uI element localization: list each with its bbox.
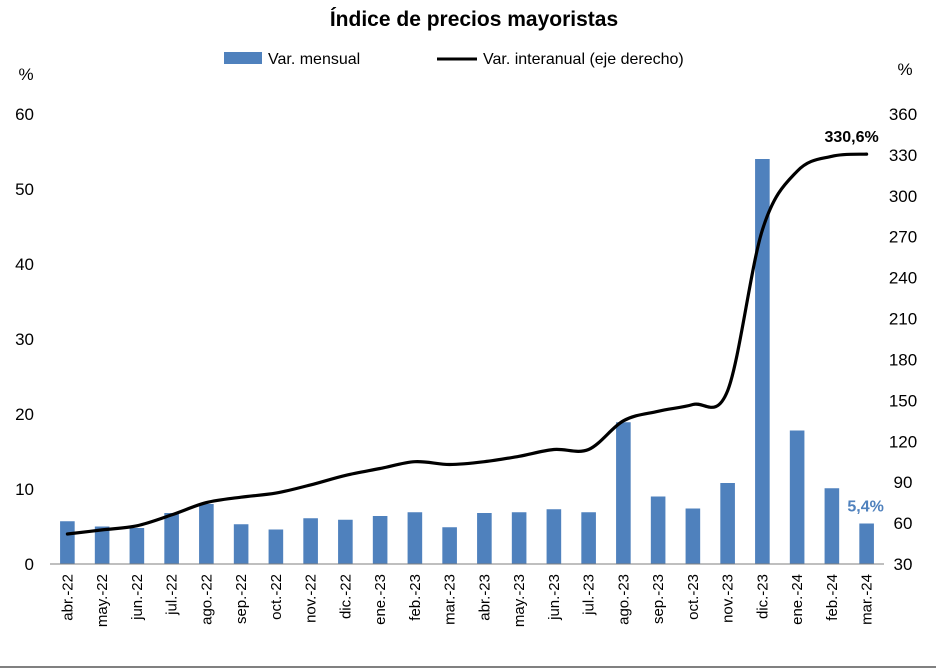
x-tick-label: oct.-23 [685, 574, 702, 620]
line-series [65, 152, 869, 536]
x-tick-label: mar.-24 [859, 574, 876, 625]
bar [129, 528, 145, 564]
bar [685, 508, 701, 564]
bar [581, 512, 596, 564]
left-tick-label: 0 [25, 555, 34, 574]
left-tick-label: 50 [15, 180, 34, 199]
x-tick-label: feb.-24 [824, 574, 841, 621]
x-tick-label: jul.-22 [164, 574, 181, 616]
bar [546, 509, 562, 564]
bar [338, 519, 353, 564]
right-tick-label: 150 [889, 391, 917, 410]
x-axis-ticks: abr.-22 may.-22 jun.-22 jul.-22 ago.-22 sep.-… [59, 574, 875, 627]
bar [233, 524, 249, 564]
right-tick-label: 360 [889, 105, 917, 124]
right-tick-label: 240 [889, 269, 917, 288]
right-tick-label: 330 [889, 146, 917, 165]
left-tick-label: 20 [15, 405, 34, 424]
x-tick-label: jul.-23 [581, 574, 598, 616]
x-tick-label: abr.-23 [476, 574, 493, 621]
right-tick-label: 180 [889, 350, 917, 369]
right-tick-label: 30 [894, 555, 913, 574]
bar [94, 526, 110, 564]
bar [199, 504, 214, 564]
legend: Var. mensual Var. interanual (eje derech… [224, 51, 684, 68]
bar [268, 529, 284, 564]
bar [616, 422, 631, 564]
bar [650, 496, 666, 564]
x-tick-label: ene.-24 [789, 574, 806, 625]
left-axis-ticks: 0 10 20 30 40 50 60 [15, 105, 34, 574]
right-tick-label: 60 [894, 514, 913, 533]
bar [303, 518, 318, 564]
x-tick-label: feb.-23 [407, 574, 424, 621]
x-tick-label: nov.-22 [303, 574, 320, 623]
x-tick-label: dic.-22 [337, 574, 354, 619]
right-tick-label: 90 [894, 473, 913, 492]
right-axis-ticks: 30 60 90 120 150 180 210 240 270 300 330 360 [889, 105, 917, 574]
bar-end-label: 5,4% [847, 499, 883, 516]
x-tick-label: nov.-23 [720, 574, 737, 623]
bar [859, 523, 874, 564]
x-tick-label: mar.-23 [442, 574, 459, 625]
x-tick-label: may.-22 [94, 574, 111, 627]
left-tick-label: 30 [15, 330, 34, 349]
chart-title: Índice de precios mayoristas [330, 8, 618, 31]
x-tick-label: may.-23 [511, 574, 528, 627]
left-tick-label: 10 [15, 480, 34, 499]
legend-label-bars: Var. mensual [268, 51, 360, 68]
x-tick-label: jun.-23 [546, 574, 563, 621]
x-tick-label: jun.-22 [129, 574, 146, 621]
x-tick-label: ene.-23 [372, 574, 389, 625]
annotations: 330,6% 5,4% [824, 129, 883, 515]
right-axis-unit: % [897, 60, 912, 79]
x-tick-label: oct.-22 [268, 574, 285, 620]
right-tick-label: 120 [889, 432, 917, 451]
right-tick-label: 210 [889, 310, 917, 329]
x-tick-label: sep.-23 [650, 574, 667, 624]
x-tick-label: ago.-23 [615, 574, 632, 625]
right-tick-label: 270 [889, 228, 917, 247]
bar [824, 488, 840, 564]
left-tick-label: 60 [15, 105, 34, 124]
bar [442, 527, 457, 564]
bar [789, 430, 805, 564]
legend-swatch-bars [224, 52, 262, 64]
left-axis-unit: % [18, 65, 33, 84]
legend-label-line: Var. interanual (eje derecho) [483, 51, 684, 68]
left-tick-label: 40 [15, 255, 34, 274]
right-tick-label: 300 [889, 187, 917, 206]
line-end-label: 330,6% [824, 129, 878, 146]
bar [372, 516, 388, 564]
x-tick-label: abr.-22 [59, 574, 76, 621]
bar [477, 513, 492, 564]
bar [407, 512, 423, 564]
bar [511, 512, 527, 564]
x-tick-label: dic.-23 [754, 574, 771, 619]
x-tick-label: sep.-22 [233, 574, 250, 624]
bar [720, 483, 735, 564]
bar [164, 513, 179, 564]
bar-series [60, 159, 874, 564]
x-tick-label: ago.-22 [198, 574, 215, 625]
bar [755, 159, 770, 564]
bar [60, 521, 75, 564]
